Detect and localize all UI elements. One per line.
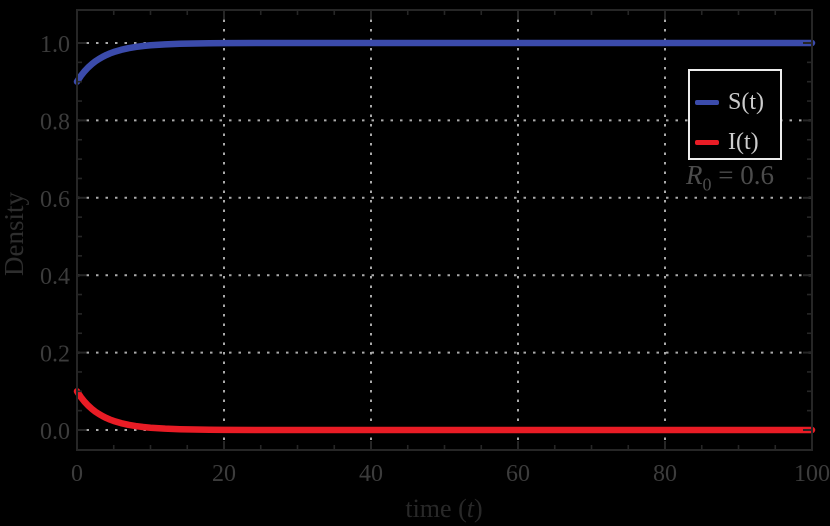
y-tick-label: 0.2 [40, 342, 70, 368]
y-tick-label: 0.4 [40, 264, 70, 290]
legend: S(t) I(t) [688, 69, 782, 160]
infected-series-swatch [695, 139, 719, 145]
susceptible-series-swatch [695, 99, 719, 105]
legend-label-susceptible: S(t) [728, 89, 764, 115]
x-tick-label: 20 [212, 461, 236, 487]
y-axis-label: Density [0, 192, 29, 276]
y-tick-label: 0.8 [40, 109, 70, 135]
r0-annotation-var: R [686, 160, 703, 190]
x-tick-label: 60 [506, 461, 530, 487]
legend-label-infected: I(t) [728, 129, 759, 155]
y-tick-label: 0.0 [40, 419, 70, 445]
r0-annotation-sub: 0 [702, 174, 712, 195]
x-axis-label-post: ) [473, 494, 483, 523]
legend-entry-susceptible: S(t) [690, 82, 780, 122]
series-curve-it [73, 388, 816, 434]
x-tick-label: 80 [653, 461, 677, 487]
x-tick-label: 100 [794, 461, 830, 487]
series-curve-st [73, 39, 816, 85]
x-axis-label: time (t) [344, 494, 544, 526]
x-axis-label-pre: time ( [405, 494, 467, 523]
y-tick-label: 1.0 [40, 32, 70, 58]
x-axis-label-var: t [466, 494, 474, 523]
x-tick-label: 0 [71, 461, 83, 487]
r0-annotation: R0 = 0.6 [660, 160, 800, 194]
x-tick-label: 40 [359, 461, 383, 487]
r0-annotation-rest: = 0.6 [711, 160, 774, 190]
y-tick-label: 0.6 [40, 187, 70, 213]
legend-entry-infected: I(t) [690, 122, 780, 162]
